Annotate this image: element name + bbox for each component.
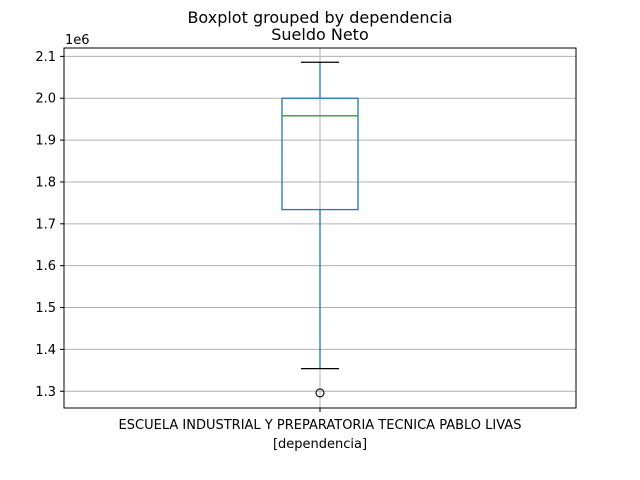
chart-title: Sueldo Neto [271, 25, 369, 44]
y-tick-label: 1.9 [35, 134, 56, 149]
y-tick-label: 1.5 [35, 301, 56, 316]
y-tick-label: 1.8 [35, 175, 56, 190]
y-tick-label: 1.4 [35, 343, 56, 358]
x-tick-label: ESCUELA INDUSTRIAL Y PREPARATORIA TECNIC… [119, 418, 522, 433]
axis-ticks: 1.3 1.4 1.5 1.6 1.7 1.8 1.9 2.0 2.1 ESCUELA INDUS… [35, 50, 521, 433]
y-tick-label: 1.7 [35, 217, 56, 232]
y-tick-label: 2.0 [35, 92, 56, 107]
y-tick-label: 2.1 [35, 50, 56, 65]
y-axis-offset-label: 1e6 [65, 33, 90, 48]
y-tick-label: 1.6 [35, 259, 56, 274]
x-axis-label: [dependencia] [273, 437, 367, 452]
y-tick-label: 1.3 [35, 385, 56, 400]
